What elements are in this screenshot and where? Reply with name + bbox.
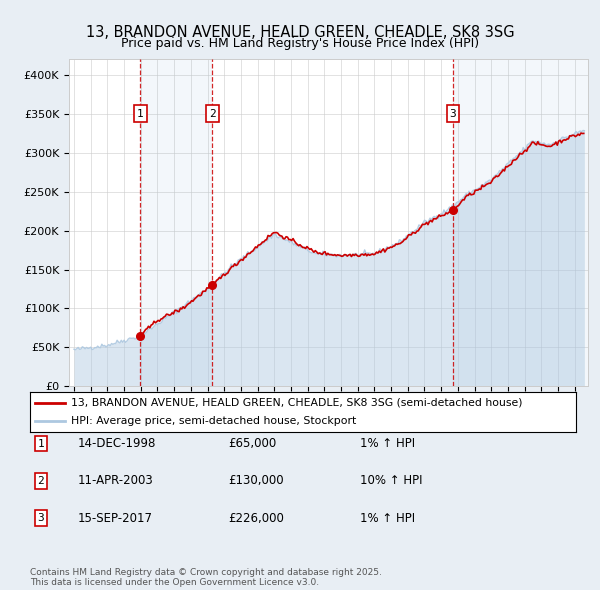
Text: Contains HM Land Registry data © Crown copyright and database right 2025.
This d: Contains HM Land Registry data © Crown c… [30, 568, 382, 587]
Text: 14-DEC-1998: 14-DEC-1998 [78, 437, 157, 450]
Text: £65,000: £65,000 [228, 437, 276, 450]
Text: 3: 3 [37, 513, 44, 523]
Text: 1: 1 [137, 109, 143, 119]
Text: £130,000: £130,000 [228, 474, 284, 487]
Text: 15-SEP-2017: 15-SEP-2017 [78, 512, 153, 525]
Text: 13, BRANDON AVENUE, HEALD GREEN, CHEADLE, SK8 3SG (semi-detached house): 13, BRANDON AVENUE, HEALD GREEN, CHEADLE… [71, 398, 523, 408]
Text: 2: 2 [209, 109, 215, 119]
Text: £226,000: £226,000 [228, 512, 284, 525]
Text: 3: 3 [449, 109, 457, 119]
Text: HPI: Average price, semi-detached house, Stockport: HPI: Average price, semi-detached house,… [71, 415, 356, 425]
Text: Price paid vs. HM Land Registry's House Price Index (HPI): Price paid vs. HM Land Registry's House … [121, 37, 479, 50]
Text: 2: 2 [37, 476, 44, 486]
Text: 11-APR-2003: 11-APR-2003 [78, 474, 154, 487]
Text: 1% ↑ HPI: 1% ↑ HPI [360, 437, 415, 450]
Bar [453, 59, 588, 386]
Text: 1% ↑ HPI: 1% ↑ HPI [360, 512, 415, 525]
Text: 10% ↑ HPI: 10% ↑ HPI [360, 474, 422, 487]
Bar [140, 59, 212, 386]
Text: 13, BRANDON AVENUE, HEALD GREEN, CHEADLE, SK8 3SG: 13, BRANDON AVENUE, HEALD GREEN, CHEADLE… [86, 25, 514, 40]
Text: 1: 1 [37, 439, 44, 448]
